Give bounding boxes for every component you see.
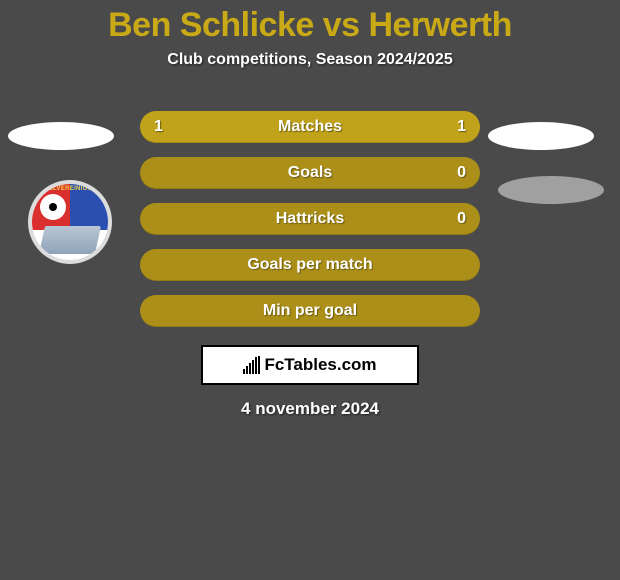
stat-label: Hattricks <box>140 210 480 228</box>
bar-chart-icon <box>243 356 260 374</box>
comparison-card: Ben Schlicke vs Herwerth Club competitio… <box>0 0 620 580</box>
player-left-placeholder <box>8 122 114 150</box>
subtitle: Club competitions, Season 2024/2025 <box>0 51 620 69</box>
stat-row: Hattricks0 <box>140 203 480 235</box>
stat-row: Goals per match <box>140 249 480 281</box>
stat-row: Goals0 <box>140 157 480 189</box>
stat-row: 1Matches1 <box>140 111 480 143</box>
stat-label: Goals per match <box>140 256 480 274</box>
stat-row: Min per goal <box>140 295 480 327</box>
date-label: 4 november 2024 <box>0 399 620 419</box>
stadium-icon <box>39 226 101 254</box>
badge-text-top: SPIELVEREINIGUNG <box>32 186 108 192</box>
source-logo-text: FcTables.com <box>264 355 376 375</box>
stat-label: Goals <box>140 164 480 182</box>
club-badge: SPIELVEREINIGUNG <box>28 180 112 264</box>
source-logo: FcTables.com <box>201 345 419 385</box>
page-title: Ben Schlicke vs Herwerth <box>0 0 620 45</box>
stat-label: Min per goal <box>140 302 480 320</box>
soccer-ball-icon <box>40 194 66 220</box>
player-right-placeholder-1 <box>488 122 594 150</box>
player-right-placeholder-2 <box>498 176 604 204</box>
stat-label: Matches <box>140 118 480 136</box>
